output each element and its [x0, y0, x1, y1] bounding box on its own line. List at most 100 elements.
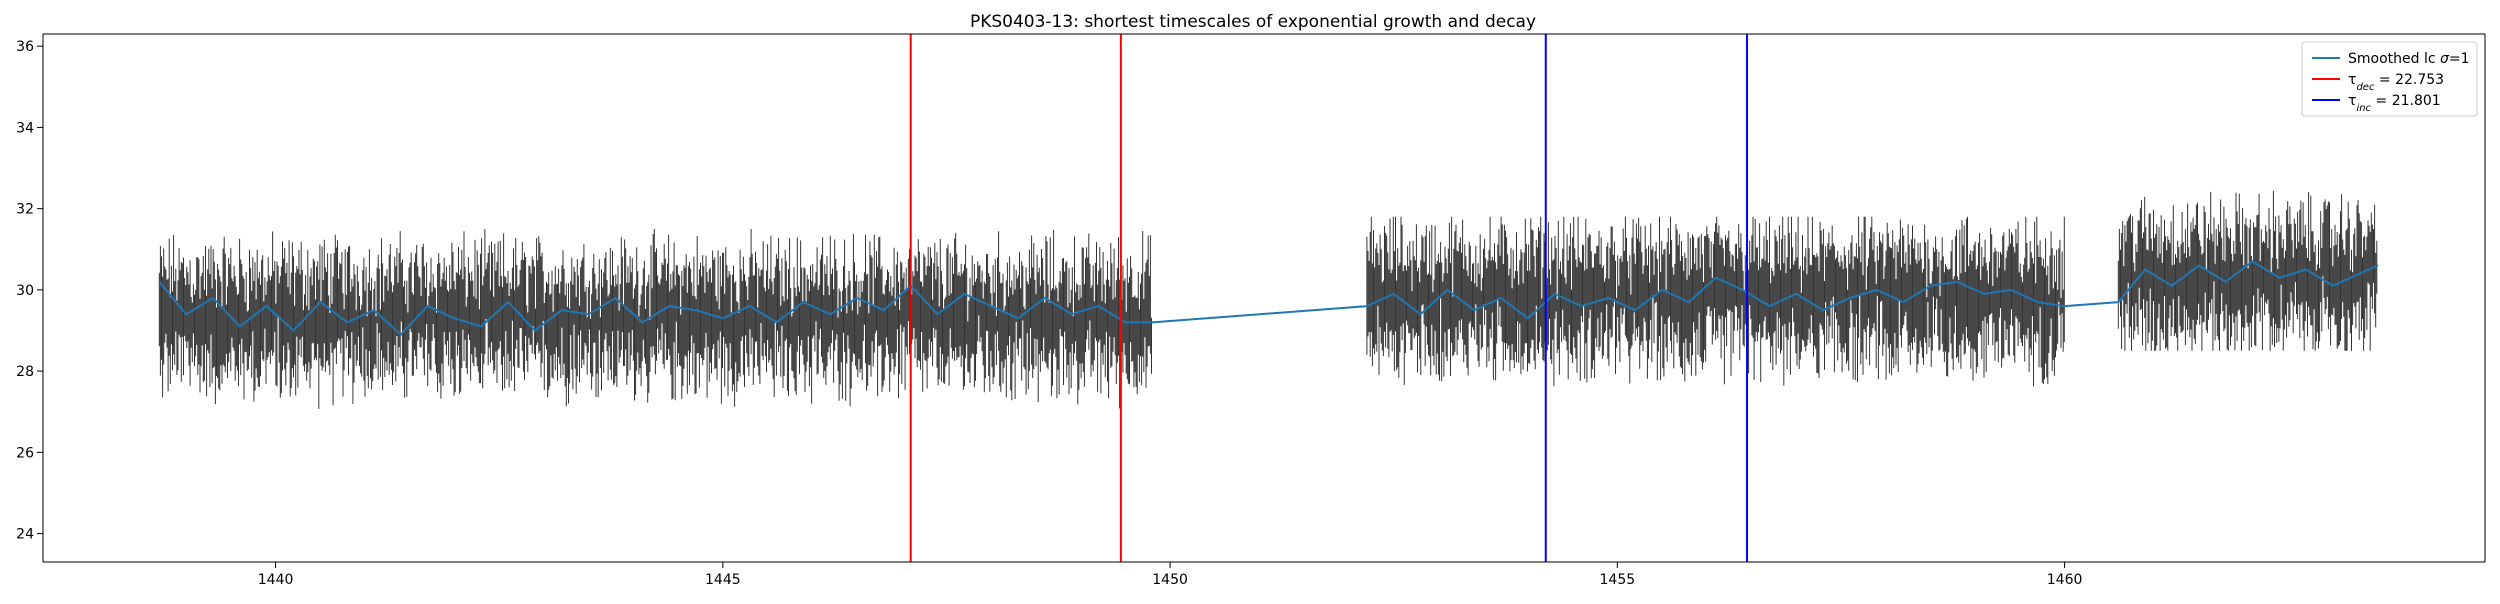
x-tick-label: 1460 [2047, 572, 2083, 588]
series-point [1392, 293, 1395, 295]
series-point [936, 313, 939, 316]
series-point [748, 305, 751, 307]
series-point [1822, 309, 1824, 311]
series-point [185, 313, 187, 316]
y-tick-label: 26 [16, 445, 34, 461]
series-point [2197, 264, 2200, 267]
series-point [1902, 301, 1905, 303]
chart-title: PKS0403-13: shortest timescales of expon… [970, 12, 1536, 32]
series-point [990, 305, 992, 307]
series-point [2358, 272, 2361, 275]
series-point [426, 305, 429, 307]
series-point [668, 305, 670, 307]
x-tick-label: 1455 [1600, 572, 1636, 588]
legend-label: Smoothed lc σ=1 [2348, 51, 2470, 67]
series-point [1017, 317, 1019, 320]
series-point [1124, 321, 1127, 324]
series-point [1419, 313, 1422, 316]
x-tick-label: 1445 [705, 572, 741, 588]
series-point [856, 297, 858, 299]
series-point [2278, 276, 2281, 279]
series-point [1956, 280, 1959, 283]
series-point [212, 297, 214, 299]
series-point [1446, 289, 1449, 291]
series-point [480, 325, 483, 328]
series-point [1580, 305, 1583, 307]
series-point [238, 325, 241, 328]
series-point [695, 309, 697, 311]
error-bars-segment-1 [158, 229, 1152, 409]
series-point [534, 329, 536, 332]
series-point [1151, 321, 1153, 324]
y-tick-label: 24 [16, 527, 34, 543]
series-point [587, 313, 590, 316]
series-point [802, 301, 805, 303]
series-point [1661, 289, 1663, 291]
series-point [1097, 305, 1100, 307]
x-tick-label: 1440 [258, 572, 294, 588]
series-point [2010, 289, 2012, 291]
y-tick-label: 32 [16, 202, 34, 218]
legend-box [2301, 41, 2478, 117]
series-point [1634, 309, 1637, 311]
series-point [319, 301, 322, 303]
series-point [1714, 276, 1717, 279]
series-point [265, 305, 268, 307]
y-tick-label: 28 [16, 364, 34, 380]
series-point [158, 280, 161, 283]
series-point [1688, 301, 1690, 303]
series-point [829, 313, 831, 316]
series-point [1768, 305, 1771, 307]
vertical-line-layer [909, 34, 1749, 562]
series-point [883, 309, 885, 311]
legend-label: τinc = 21.801 [2348, 93, 2441, 114]
error-bars-segment-3 [2117, 190, 2378, 351]
series-point [373, 309, 375, 311]
series-point [775, 321, 778, 324]
x-tick-label: 1450 [1152, 572, 1188, 588]
series-point [1473, 309, 1476, 311]
y-axis: 24 26 28 30 32 34 36 [16, 39, 43, 543]
series-point [614, 297, 617, 299]
series-point [1366, 305, 1368, 307]
series-point [2063, 305, 2066, 307]
y-tick-label: 34 [16, 120, 34, 136]
series-point [2036, 301, 2039, 303]
series-point [2376, 264, 2379, 267]
series-point [346, 321, 348, 324]
plot-frame [42, 33, 2486, 563]
series-point [963, 293, 966, 295]
series-point [1044, 297, 1046, 299]
legend-label: τdec = 22.753 [2348, 72, 2444, 93]
series-point [292, 329, 295, 332]
series-point [507, 301, 509, 303]
series-point [722, 317, 724, 320]
series-point [2332, 285, 2334, 287]
series-point [1553, 293, 1556, 295]
series-point [641, 321, 644, 324]
series-point [1607, 297, 1610, 299]
series-point [1983, 293, 1985, 295]
series-point [2305, 268, 2307, 271]
series-point [1527, 317, 1529, 320]
series-point [561, 309, 563, 311]
series-point [1795, 293, 1798, 295]
series-point [453, 317, 456, 320]
y-tick-label: 30 [16, 283, 34, 299]
series-point [2171, 285, 2173, 287]
series-point [2117, 301, 2120, 303]
series-line-smoothed [158, 260, 2379, 337]
error-bars-segment-2 [1366, 216, 2065, 387]
series-point [1741, 289, 1744, 291]
series-layer [158, 260, 2379, 337]
series-point [1929, 285, 1932, 287]
error-bar-layer [158, 190, 2378, 409]
series-point [1849, 297, 1851, 299]
x-axis: 1440 1445 1450 1455 1460 [258, 562, 2083, 588]
series-point [2224, 280, 2227, 283]
y-tick-label: 36 [16, 39, 34, 55]
series-point [1070, 313, 1073, 316]
